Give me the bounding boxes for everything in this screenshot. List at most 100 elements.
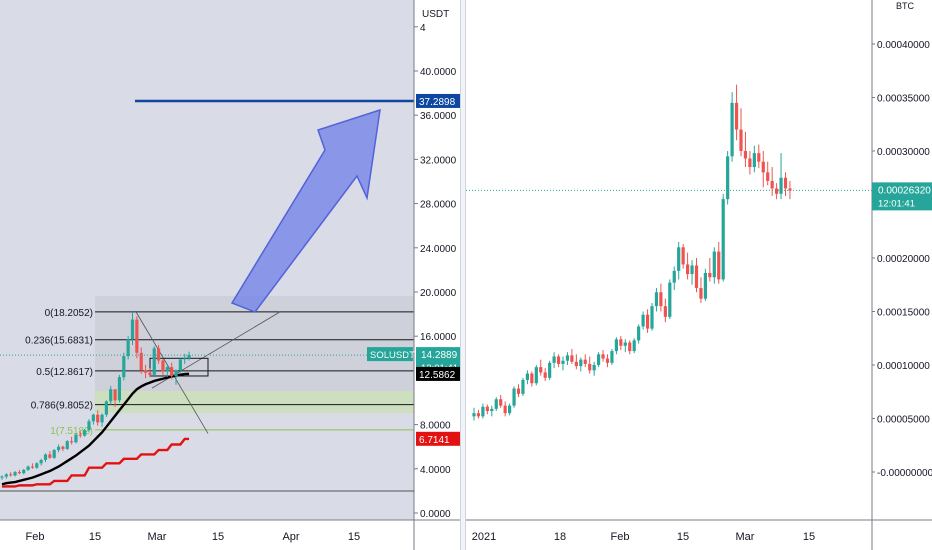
candle-body xyxy=(552,356,556,363)
candle-body xyxy=(70,441,74,443)
candle-body xyxy=(65,441,69,449)
candle-body xyxy=(17,472,21,474)
candle-body xyxy=(703,272,707,299)
y-tick-label: 0.00020000 xyxy=(877,254,930,265)
y-tick-label: 32.0000 xyxy=(420,155,457,166)
x-tick-label: Apr xyxy=(282,531,299,543)
stop-price-label-bg xyxy=(416,431,460,446)
solbtc-chart[interactable]: 0.000450000.000400000.000350000.00030000… xyxy=(466,0,932,550)
candle-body xyxy=(157,348,161,361)
candle-body xyxy=(30,466,35,468)
candle-body xyxy=(48,454,52,458)
candle-body xyxy=(476,413,481,417)
candle-body xyxy=(9,474,13,476)
candle-body xyxy=(659,292,663,307)
candle-body xyxy=(100,414,104,423)
candle-body xyxy=(752,153,756,168)
target-price-label-bg xyxy=(416,93,460,108)
candle-body xyxy=(52,450,56,458)
candle-body xyxy=(109,389,113,402)
target-price-label: 37.2898 xyxy=(419,97,456,108)
x-tick-label: Feb xyxy=(611,531,630,543)
y-axis-ticks: 4 40.0000 36.0000 32.0000 28.0000 24.0000 20.0… xyxy=(0,23,457,520)
candle-body xyxy=(165,367,169,372)
candle-body xyxy=(672,270,676,283)
price-axis[interactable] xyxy=(414,0,460,550)
solusdt-chart-panel[interactable]: 0(18.2052) 0.236(15.6831) 0.5(12.8617) 0.78… xyxy=(0,0,460,550)
candle-body xyxy=(645,314,650,329)
candle-body xyxy=(730,102,734,157)
candle-body xyxy=(565,355,570,361)
candle-body xyxy=(717,251,721,280)
fib-green-zone xyxy=(95,391,414,413)
y-tick-label: 0.0000 xyxy=(420,509,451,520)
candle-body xyxy=(597,354,601,365)
candle-body xyxy=(539,367,543,373)
candle-body xyxy=(694,265,699,288)
candle-body xyxy=(104,401,108,415)
candle-body xyxy=(152,348,156,375)
candle-body xyxy=(74,434,78,443)
chart-plot-area[interactable] xyxy=(0,0,414,520)
candle-body xyxy=(757,153,761,162)
candle-body xyxy=(619,339,623,346)
candle-body xyxy=(686,264,690,275)
upward-arrow[interactable] xyxy=(230,108,381,313)
x-tick-label: 18 xyxy=(554,531,566,543)
fib-levels: 0(18.2052) 0.236(15.6831) 0.5(12.8617) 0.78… xyxy=(25,308,414,437)
candle-body xyxy=(130,319,135,340)
candle-body xyxy=(87,421,91,431)
candles-group xyxy=(472,84,792,421)
candle-body xyxy=(91,414,95,422)
ma-price-label: 12.5862 xyxy=(419,370,456,381)
candle-body xyxy=(739,129,743,151)
candle-body xyxy=(681,247,685,265)
candle-body xyxy=(592,365,596,371)
candle-body xyxy=(516,388,521,394)
candle-body xyxy=(530,373,534,384)
chart-plot-area[interactable] xyxy=(466,0,872,520)
candle-body xyxy=(503,405,507,414)
candle-body xyxy=(721,199,725,280)
candle-body xyxy=(143,370,148,373)
y-tick-label: 0.00010000 xyxy=(877,361,930,372)
x-tick-label: Feb xyxy=(26,531,45,543)
x-tick-label: 15 xyxy=(348,531,360,543)
candle-body xyxy=(708,272,712,278)
candle-body xyxy=(490,408,494,412)
solusdt-chart[interactable]: 0(18.2052) 0.236(15.6831) 0.5(12.8617) 0.78… xyxy=(0,0,460,550)
candle-body xyxy=(743,151,748,159)
candle-body xyxy=(610,351,614,363)
candle-body xyxy=(83,430,87,436)
solbtc-chart-panel[interactable]: 0.000450000.000400000.000350000.00030000… xyxy=(466,0,932,550)
candle-body xyxy=(178,359,182,371)
price-labels: 37.2898USDTSOLUSDT14.288912:01:4112.5862… xyxy=(0,9,460,446)
fib-level-label: 0.786(9.8052) xyxy=(31,401,93,412)
fib-level-label: 0.5(12.8617) xyxy=(36,367,93,378)
stop-line xyxy=(2,437,190,488)
x-axis-ticks: Feb 15 Mar 15 Apr 15 xyxy=(26,531,361,543)
candle-body xyxy=(183,358,187,360)
fib-level-label: 0.236(15.6831) xyxy=(25,336,93,347)
candle-body xyxy=(35,463,39,468)
candle-body xyxy=(39,459,43,464)
fib-level-label: 0(18.2052) xyxy=(45,308,93,319)
candle-body xyxy=(525,373,529,380)
candle-body xyxy=(783,177,788,189)
candle-body xyxy=(139,352,143,371)
candle-body xyxy=(583,359,587,364)
last-price-label: 14.2889 xyxy=(421,350,458,361)
candle-body xyxy=(663,306,667,317)
candle-body xyxy=(699,287,703,299)
candle-body xyxy=(4,474,8,477)
x-tick-label: 15 xyxy=(212,531,224,543)
panel-divider[interactable] xyxy=(460,0,466,550)
x-tick-label: 15 xyxy=(677,531,689,543)
x-tick-label: Mar xyxy=(736,531,755,543)
x-tick-label: 15 xyxy=(89,531,101,543)
candle-body xyxy=(677,247,681,271)
candle-body xyxy=(654,292,659,307)
candle-body xyxy=(161,360,165,372)
candle-body xyxy=(187,354,191,359)
candle-body xyxy=(13,472,17,476)
